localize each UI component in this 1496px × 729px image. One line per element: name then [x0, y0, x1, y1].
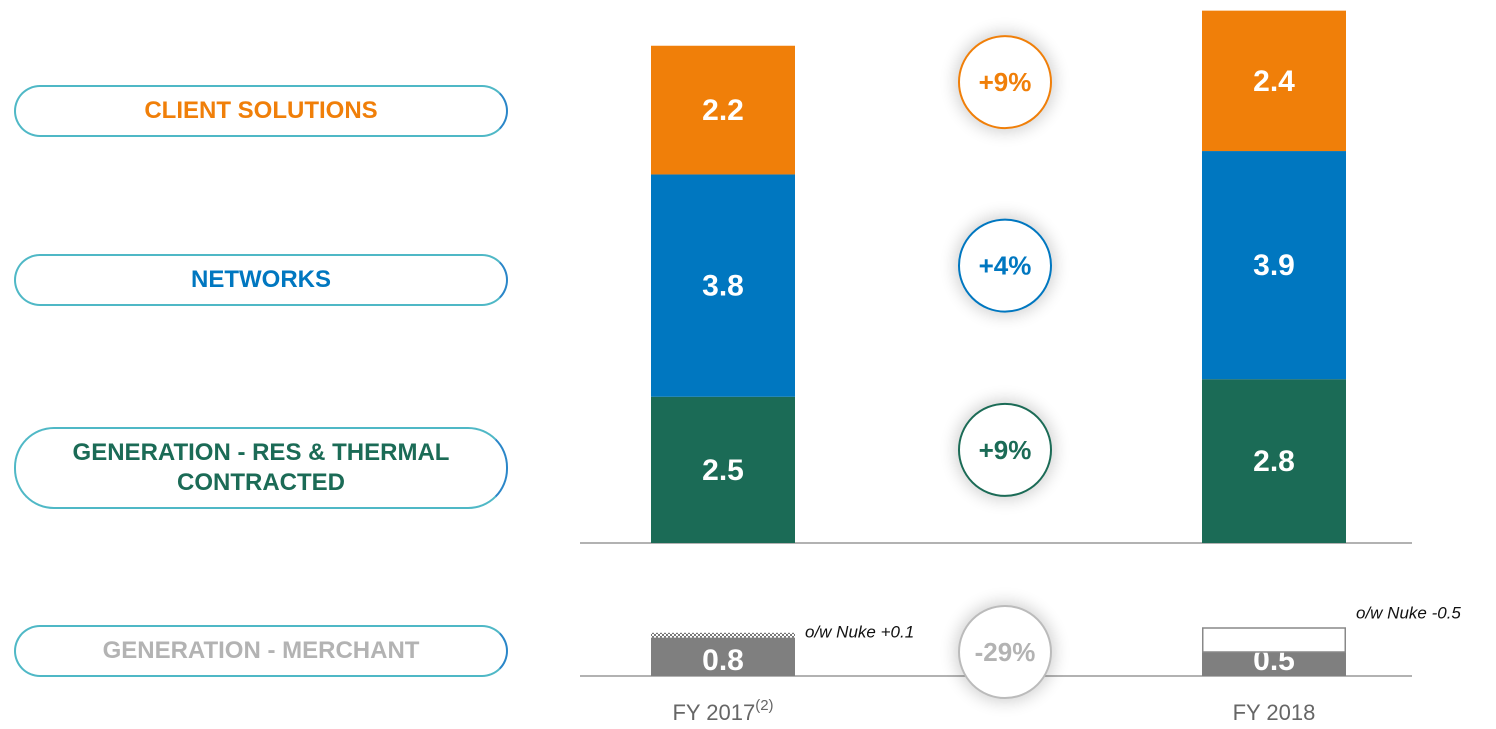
nuke-part — [651, 632, 795, 638]
bar-segment — [1202, 10, 1346, 152]
change-label: +9% — [979, 435, 1032, 465]
merchant-bar — [1202, 652, 1346, 676]
value-label: 2.2 — [702, 94, 744, 127]
change-circle — [958, 35, 1052, 130]
x-tick-label: FY 2018 — [1233, 700, 1316, 725]
category-footnote: (2) — [755, 697, 773, 714]
nuke-part — [1202, 627, 1346, 653]
value-label: 0.8 — [702, 644, 744, 677]
change-circle — [958, 402, 1052, 497]
bar-segment — [1202, 151, 1346, 380]
change-circle — [958, 218, 1052, 313]
nuke-label: o/w Nuke -0.5 — [1356, 603, 1461, 622]
legend-pill: GENERATION - MERCHANT — [14, 625, 508, 677]
legend-pill: CLIENT SOLUTIONS — [14, 85, 508, 137]
change-label: -29% — [975, 637, 1036, 667]
value-label: 2.5 — [702, 454, 744, 487]
x-tick-label: FY 2017(2) — [672, 697, 773, 725]
bar-segment — [651, 174, 795, 397]
nuke-label: o/w Nuke +0.1 — [805, 622, 914, 641]
change-circle — [958, 605, 1052, 699]
legend-pill: NETWORKS — [14, 254, 508, 306]
bar-segment — [1202, 379, 1346, 543]
category-name: FY 2017 — [672, 700, 755, 725]
bar-segment — [651, 396, 795, 543]
value-label: 3.8 — [702, 270, 744, 303]
category-name: FY 2018 — [1233, 700, 1316, 725]
change-label: +9% — [979, 67, 1032, 97]
value-label: 2.8 — [1253, 445, 1295, 478]
value-label: 3.9 — [1253, 249, 1295, 282]
change-label: +4% — [979, 250, 1032, 280]
bar-segment — [651, 45, 795, 175]
legend-pill: GENERATION - RES & THERMAL CONTRACTED — [14, 427, 508, 509]
merchant-bar — [651, 637, 795, 676]
value-label: 2.4 — [1253, 65, 1295, 98]
